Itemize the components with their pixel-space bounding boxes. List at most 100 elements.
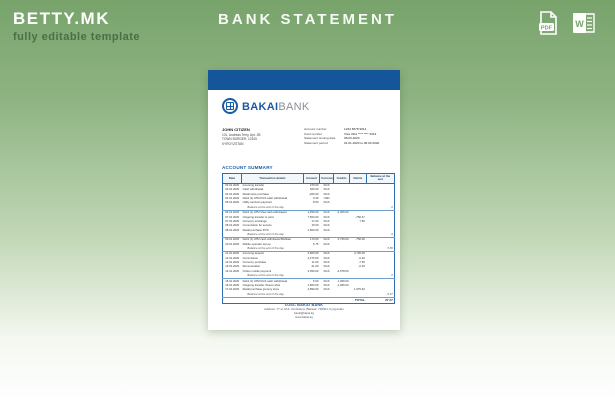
table-row: 17.01.2020 Retail purchase grocery store 2…: [223, 288, 395, 292]
table-cell: 07.01.2020: [225, 219, 240, 223]
table-cell: 15.00: [311, 223, 319, 228]
meta-value: 08.03.2020: [344, 136, 360, 141]
table-cell: Retail store purchase: [242, 192, 270, 196]
column-header: Credits: [332, 173, 351, 184]
meta-label: Card number: [304, 131, 323, 136]
table-cell: KGS: [323, 215, 330, 219]
table-cell: -750.47: [355, 215, 365, 219]
table-cell: Outgoing transfer to card: [242, 215, 274, 219]
table-row: 10.01.2020 Mobile operator top-up 5.75 KGS: [223, 242, 395, 246]
table-cell: Commission for service: [242, 223, 272, 228]
table-row: 11.01.2020 Incoming deposit 4,500.00 KGS 4,7…: [223, 251, 395, 256]
customer-address: 101, Andreas Terry, Apt. 2B TOWN BORDER, …: [222, 133, 300, 146]
customer-address-line: TOWN BORDER, 12345: [222, 137, 257, 142]
table-cell: Debit (1) ATM KGS cash withdrawal: [242, 278, 287, 283]
table-cell: Retail purchase POS: [242, 228, 269, 232]
table-cell: [222, 232, 242, 238]
meta-value: 01.01.2020 to 08.03.2020: [344, 140, 380, 145]
svg-text:W: W: [575, 19, 584, 29]
table-cell: 05.01.2020: [225, 201, 240, 205]
table-cell: [222, 205, 242, 211]
transactions-table-wrap: Date Transaction details Amount Currency Cre…: [222, 173, 396, 305]
customer-name: JOHN CITIZEN: [222, 127, 250, 132]
table-cell: [349, 232, 367, 238]
transactions-table: Date Transaction details Amount Currency Cre…: [222, 173, 396, 305]
meta-row: Statement period 01.01.2020 to 08.03.2020: [304, 141, 396, 146]
table-cell: -7.50: [358, 260, 365, 265]
table-cell: Online mobile payment: [242, 269, 272, 273]
pdf-download-icon[interactable]: PDF: [535, 10, 561, 36]
table-cell: Debit (1) ATM cash withdrawal Bishkek: [242, 237, 291, 242]
footer-line: Address: 77 st. M.A. Orozbekov, Bishkek,…: [264, 307, 344, 311]
table-cell: Utility services payment: [242, 201, 272, 205]
table-row: 09.01.2020 Debit (1) ATM cash withdrawal …: [223, 237, 395, 242]
table-cell: 2,890.00: [307, 287, 319, 292]
table-cell: Mobile operator top-up: [242, 242, 271, 246]
table-cell: 270.00: [309, 183, 319, 187]
table-cell: 06.01.2020: [225, 210, 240, 215]
table-cell: [333, 232, 350, 238]
table-cell: 09.01.2020: [225, 237, 240, 242]
table-cell: [319, 246, 334, 252]
table-cell: [349, 246, 367, 252]
table-row: Balance at the end of the day 0: [222, 205, 395, 211]
table-cell: 0: [366, 232, 395, 238]
column-header: Amount: [302, 173, 321, 184]
table-cell: KGS: [323, 210, 330, 215]
column-header: Balance at the end: [365, 173, 396, 184]
statement-header-bar: [208, 70, 400, 90]
table-cell: 0.30: [313, 196, 319, 201]
table-cell: [303, 246, 320, 252]
table-header-row: Date Transaction details Amount Currency Cre…: [222, 173, 396, 184]
total-value: 27.27: [366, 296, 395, 304]
word-download-icon[interactable]: W: [571, 10, 597, 36]
total-label: TOTAL: [222, 296, 367, 304]
table-cell: 3,059.00: [307, 269, 319, 273]
table-cell: KGS: [323, 187, 330, 192]
table-cell: Incoming transfer: [242, 183, 265, 187]
table-cell: -0.30: [358, 256, 365, 260]
site-logo[interactable]: BETTY.MK: [13, 9, 110, 28]
table-total-row: TOTAL 27.27: [222, 296, 395, 304]
table-cell: [349, 273, 367, 280]
table-row: 12.01.2020 Currency purchase 11.00 KGS -7.50: [223, 261, 395, 265]
table-cell: Debit (1) ATM KGS cash withdrawal: [242, 196, 287, 201]
table-row: 07.01.2020 Outgoing transfer to card 7,564…: [223, 215, 395, 219]
statement-footer: OJSC BAKAI BANK Address: 77 st. M.A. Oro…: [208, 303, 400, 320]
download-actions: PDF W: [535, 10, 597, 36]
table-cell: Balance at the end of the day: [241, 232, 304, 238]
table-cell: [222, 273, 242, 280]
table-row: 13.01.2020 Remuneration 21.00 KGS -0.20: [223, 265, 395, 269]
meta-row: Statement issuing date 08.03.2020: [304, 136, 396, 141]
table-cell: [333, 205, 350, 211]
table-cell: 4,736.00: [353, 251, 365, 256]
table-cell: 1,936.00: [337, 278, 349, 283]
table-cell: Currency exchange: [242, 219, 267, 223]
table-cell: Commission: [242, 256, 258, 260]
table-cell: Incoming deposit: [242, 251, 264, 256]
table-cell: 04.01.2020: [225, 196, 240, 201]
column-header: Transaction details: [240, 173, 304, 184]
table-cell: 170.00: [309, 237, 319, 242]
table-cell: KGS: [323, 287, 330, 292]
footer-bank-name: OJSC BAKAI BANK: [284, 303, 324, 307]
table-cell: 17.00: [311, 219, 319, 223]
bank-name-light: BANK: [278, 101, 310, 113]
table-cell: KGS: [323, 260, 330, 265]
meta-value: Visa 4111 **** **** 2314: [344, 131, 377, 136]
meta-label: Account number: [304, 127, 327, 131]
table-cell: -0.20: [358, 265, 365, 269]
column-header: Date: [222, 173, 242, 184]
table-cell: 4,736.00: [337, 237, 349, 242]
customer-address-line: 101, Andreas Terry, Apt. 2B: [222, 133, 261, 137]
table-cell: 03.01.2020: [225, 183, 240, 187]
customer-address-line: KYRGYZSTAN: [222, 141, 244, 146]
table-cell: [319, 273, 334, 280]
table-row: 06.01.2020 Debit (1) ATM Visa cash withdr…: [223, 210, 395, 215]
table-cell: 11.01.2020: [225, 251, 240, 256]
table-cell: 0: [366, 205, 395, 211]
table-cell: [333, 246, 350, 252]
table-row: 03.01.2020 Cash withdrawal 400.00 KGS: [223, 188, 395, 192]
table-cell: 07.01.2020: [225, 215, 240, 219]
table-cell: [319, 232, 334, 238]
